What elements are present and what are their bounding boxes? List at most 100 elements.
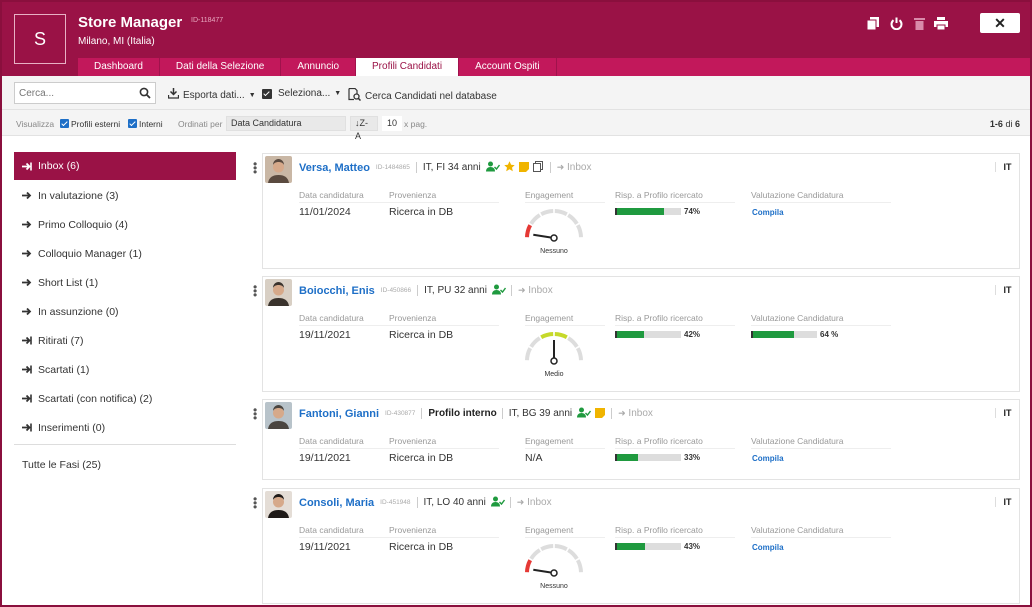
engagement-label: Medio — [544, 371, 564, 378]
copy-icon[interactable] — [532, 161, 543, 172]
more-options-icon[interactable]: • • • — [253, 157, 258, 179]
candidate-name[interactable]: Consoli, Maria — [299, 497, 375, 509]
profile-match-bar — [615, 543, 681, 550]
arrow-right-icon — [22, 278, 32, 287]
column-label-match: Risp. a Profilo ricercato — [615, 190, 703, 200]
sidebar-item[interactable]: Scartati (1) — [14, 355, 236, 384]
column-label-engagement: Engagement — [525, 313, 574, 323]
engagement-label: Nessuno — [540, 248, 568, 255]
user-check-icon[interactable] — [485, 161, 500, 172]
arrow-bar-icon — [22, 423, 32, 432]
db-search-button[interactable]: Cerca Candidati nel database — [348, 87, 497, 104]
profile-match-fill — [617, 543, 645, 550]
sidebar-item[interactable]: Inbox (6) — [14, 152, 236, 180]
column-divider — [615, 325, 735, 326]
sidebar-item-label: Colloquio Manager (1) — [38, 247, 142, 260]
tab-dati-selezione[interactable]: Dati della Selezione — [159, 58, 282, 76]
external-profiles-checkbox[interactable]: Profili esterni — [60, 119, 120, 129]
select-label: Seleziona... — [278, 88, 331, 99]
print-icon[interactable] — [934, 16, 948, 30]
user-check-icon[interactable] — [577, 407, 592, 418]
column-label-engagement: Engagement — [525, 190, 574, 200]
candidate-name[interactable]: Boiocchi, Enis — [299, 285, 375, 297]
candidate-info: IT, BG 39 anni — [501, 408, 572, 419]
candidate-photo[interactable] — [265, 156, 292, 183]
candidate-name[interactable]: Versa, Matteo — [299, 162, 370, 174]
sidebar-item-all-phases[interactable]: Tutte le Fasi (25) — [22, 459, 101, 471]
note-icon[interactable] — [595, 407, 606, 418]
sidebar-item[interactable]: Scartati (con notifica) (2) — [14, 384, 236, 413]
internal-checkbox[interactable]: Interni — [128, 119, 163, 129]
more-options-icon[interactable]: • • • — [253, 280, 258, 302]
application-date: 11/01/2024 — [299, 206, 351, 218]
checkbox-icon — [262, 88, 272, 99]
column-divider — [751, 448, 891, 449]
arrow-right-icon: ➜ — [516, 497, 525, 507]
tab-annuncio[interactable]: Annuncio — [281, 58, 357, 76]
internal-label: Interni — [139, 119, 163, 129]
inbox-label: Inbox — [528, 285, 553, 296]
tab-dashboard[interactable]: Dashboard — [78, 58, 160, 76]
inbox-label: Inbox — [527, 497, 552, 508]
candidate-badges — [490, 496, 505, 507]
rate-link[interactable]: Compila — [752, 543, 784, 552]
user-check-icon[interactable] — [491, 284, 506, 295]
order-select[interactable]: Data Candidatura — [226, 116, 346, 131]
trash-icon[interactable] — [912, 16, 926, 30]
copy-icon[interactable] — [866, 16, 880, 30]
column-label-date: Data candidatura — [299, 436, 364, 446]
candidate-photo[interactable] — [265, 491, 292, 518]
move-to-inbox-link[interactable]: ➜ Inbox — [509, 497, 552, 508]
sidebar-item[interactable]: Ritirati (7) — [14, 326, 236, 355]
move-to-inbox-link[interactable]: ➜ Inbox — [611, 408, 653, 419]
per-page-input[interactable]: 10 — [382, 116, 402, 131]
search-input[interactable] — [19, 86, 129, 101]
rate-link[interactable]: Compila — [752, 454, 784, 463]
sidebar-item[interactable]: Colloquio Manager (1) — [14, 239, 236, 268]
more-options-icon[interactable]: • • • — [253, 403, 258, 425]
sidebar-item[interactable]: Short List (1) — [14, 268, 236, 297]
search-box — [14, 82, 156, 104]
sidebar-item[interactable]: In valutazione (3) — [14, 181, 236, 210]
move-to-inbox-link[interactable]: ➜ Inbox — [549, 162, 591, 173]
sidebar-item[interactable]: Inserimenti (0) — [14, 413, 236, 442]
export-button[interactable]: Esporta dati... ▼ — [167, 88, 256, 102]
language-badge: IT — [995, 497, 1019, 507]
column-label-source: Provenienza — [389, 313, 437, 323]
column-divider — [299, 537, 389, 538]
select-button[interactable]: Seleziona... ▼ — [262, 88, 341, 99]
candidate-photo[interactable] — [265, 402, 292, 429]
sidebar-divider — [14, 444, 236, 445]
arrow-right-icon: ➜ — [517, 285, 526, 295]
column-divider — [389, 448, 499, 449]
pager-total: 6 — [1014, 119, 1020, 129]
column-label-date: Data candidatura — [299, 190, 364, 200]
column-divider — [389, 537, 499, 538]
tab-account-ospiti[interactable]: Account Ospiti — [459, 58, 557, 76]
check-icon — [60, 119, 69, 128]
power-icon[interactable] — [889, 16, 903, 30]
search-icon[interactable] — [139, 87, 151, 102]
tab-profili-candidati[interactable]: Profili Candidati — [356, 58, 460, 76]
more-options-icon[interactable]: • • • — [253, 492, 258, 514]
sidebar-item[interactable]: In assunzione (0) — [14, 297, 236, 326]
candidate-photo[interactable] — [265, 279, 292, 306]
arrow-right-icon — [22, 220, 32, 229]
profile-match-percent: 74% — [684, 207, 701, 216]
language-badge: IT — [995, 285, 1019, 295]
rate-link[interactable]: Compila — [752, 208, 784, 217]
candidate-id: ID-430877 — [385, 410, 416, 417]
candidate-name[interactable]: Fantoni, Gianni — [299, 408, 380, 420]
sidebar-item[interactable]: Primo Colloquio (4) — [14, 210, 236, 239]
star-icon[interactable] — [503, 161, 515, 172]
view-label: Visualizza — [16, 119, 55, 129]
column-divider — [389, 202, 499, 203]
move-to-inbox-link[interactable]: ➜ Inbox — [510, 285, 553, 296]
user-check-icon[interactable] — [490, 496, 505, 507]
close-button[interactable]: ✕ — [980, 13, 1020, 33]
sidebar-item-label: Scartati (1) — [38, 363, 90, 376]
arrow-right-icon — [22, 307, 32, 316]
header: S Store Manager ID-118477 Milano, MI (It… — [2, 2, 1030, 76]
sort-direction-button[interactable]: ↓Z-A — [350, 116, 378, 141]
note-icon[interactable] — [518, 161, 529, 172]
